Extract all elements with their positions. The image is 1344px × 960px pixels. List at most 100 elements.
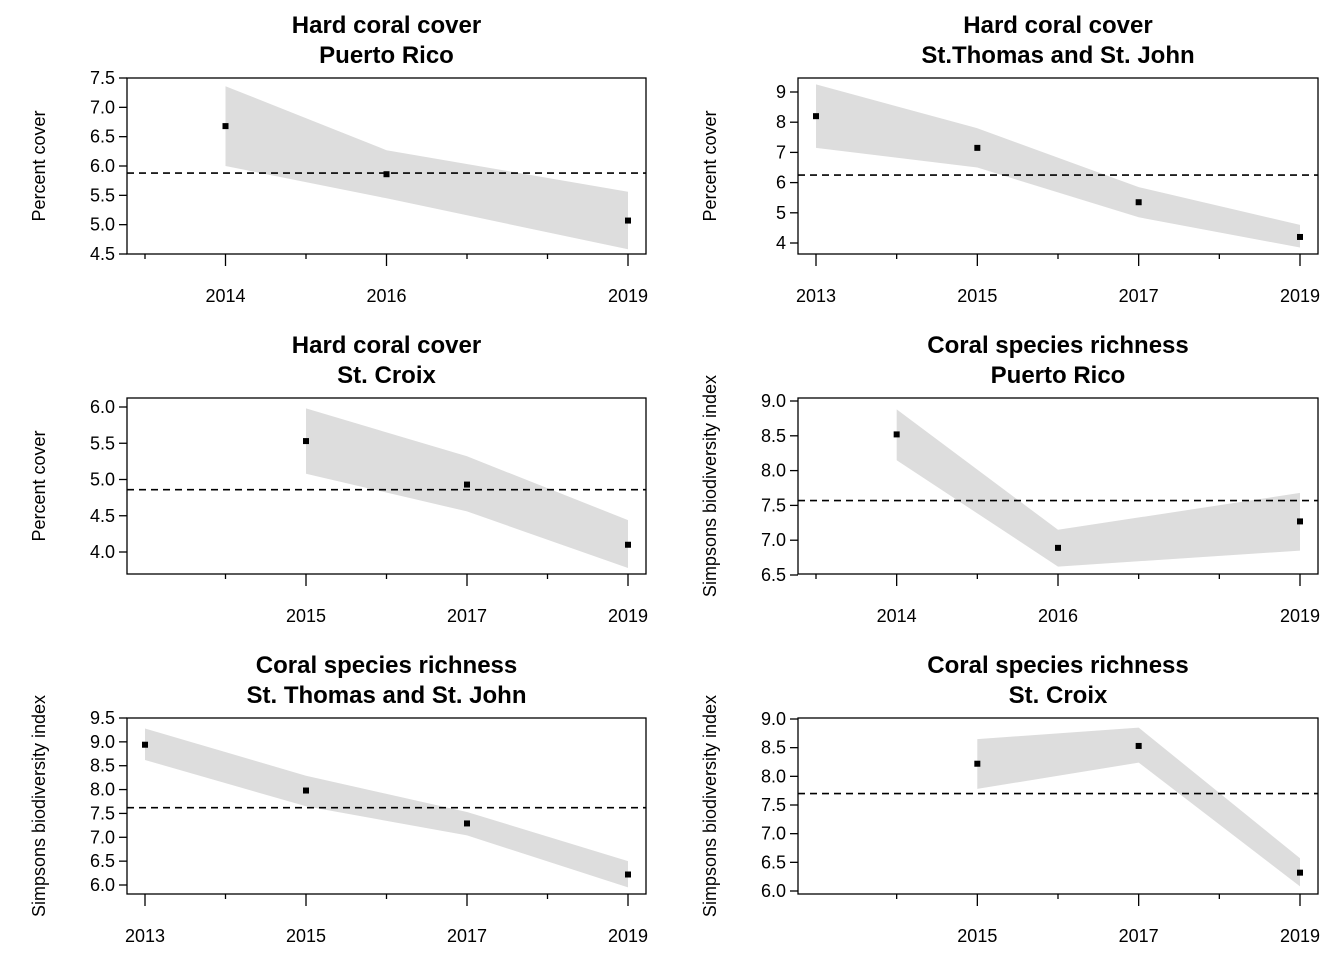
x-tick-label: 2019 xyxy=(608,606,648,626)
x-tick-label: 2019 xyxy=(1280,286,1320,306)
data-point xyxy=(303,787,309,794)
y-tick-label: 7.5 xyxy=(761,795,786,815)
panel-6: Coral species richness St. Croix 6.0 6.5 7.0… xyxy=(700,652,1320,946)
confidence-band xyxy=(816,84,1300,248)
y-axis-label: Percent cover xyxy=(29,430,49,541)
data-point xyxy=(893,431,900,438)
y-tick-label: 9.0 xyxy=(761,391,786,411)
y-axis-label: Percent cover xyxy=(700,110,720,221)
x-tick-label: 2019 xyxy=(1280,606,1320,626)
y-axis-label: Simpsons biodiversity index xyxy=(700,695,720,917)
x-tick-label: 2016 xyxy=(1038,606,1078,626)
y-axis-label: Simpsons biodiversity index xyxy=(700,375,720,597)
y-tick-label: 6.5 xyxy=(90,851,115,871)
y-tick-label: 8.5 xyxy=(761,426,786,446)
panel-1: Hard coral cover Puerto Rico 4.5 5.0 5.5 6.0 6… xyxy=(29,12,648,306)
data-point xyxy=(1297,869,1303,876)
data-point xyxy=(813,113,819,120)
y-tick-label: 4.5 xyxy=(90,244,115,264)
data-point xyxy=(464,481,470,488)
data-point xyxy=(974,144,981,151)
panel-title-line: Coral species richness xyxy=(927,652,1188,679)
y-tick-label: 8.0 xyxy=(761,461,786,481)
y-tick-label: 9.5 xyxy=(90,708,115,728)
y-tick-label: 5.0 xyxy=(90,215,115,235)
x-tick-label: 2017 xyxy=(447,926,487,946)
y-tick-label: 6.5 xyxy=(761,852,786,872)
x-tick-label: 2014 xyxy=(205,286,245,306)
y-tick-label: 6 xyxy=(776,173,786,193)
data-point xyxy=(625,871,631,878)
y-tick-label: 6.0 xyxy=(90,397,115,417)
x-tick-label: 2017 xyxy=(1119,286,1159,306)
panel-title-line: Hard coral cover xyxy=(292,332,481,359)
y-tick-label: 9.0 xyxy=(761,709,786,729)
y-tick-label: 7.0 xyxy=(90,827,115,847)
confidence-band xyxy=(145,728,628,888)
y-tick-label: 5.0 xyxy=(90,470,115,490)
x-tick-label: 2017 xyxy=(447,606,487,626)
data-point xyxy=(974,760,981,767)
panel-title-line: Coral species richness xyxy=(256,652,517,679)
y-tick-label: 4.0 xyxy=(90,542,115,562)
panel-title-line: St. Croix xyxy=(1009,682,1108,709)
confidence-band xyxy=(306,408,628,568)
confidence-band xyxy=(225,86,628,250)
data-point xyxy=(1135,199,1142,206)
panel-title-line: Hard coral cover xyxy=(963,12,1152,39)
data-point xyxy=(1135,742,1142,749)
y-axis-label: Simpsons biodiversity index xyxy=(29,695,49,917)
x-tick-label: 2015 xyxy=(957,286,997,306)
y-tick-label: 8.5 xyxy=(761,738,786,758)
x-tick-label: 2015 xyxy=(286,926,326,946)
x-tick-label: 2014 xyxy=(877,606,917,626)
panel-2: Hard coral cover St.Thomas and St. John 4 5… xyxy=(700,12,1320,306)
y-tick-label: 9 xyxy=(776,82,786,102)
data-point xyxy=(222,123,229,130)
data-point xyxy=(142,741,148,748)
data-point xyxy=(1297,518,1303,525)
y-tick-label: 6.0 xyxy=(90,156,115,176)
x-tick-label: 2013 xyxy=(796,286,836,306)
y-tick-label: 7.5 xyxy=(90,803,115,823)
y-tick-label: 7.0 xyxy=(761,530,786,550)
y-tick-label: 7.5 xyxy=(90,68,115,88)
y-tick-label: 6.0 xyxy=(90,875,115,895)
panel-title-line: St. Croix xyxy=(337,362,436,389)
data-point xyxy=(625,541,631,548)
y-tick-label: 7.0 xyxy=(90,97,115,117)
y-tick-label: 8.0 xyxy=(90,780,115,800)
y-tick-label: 6.5 xyxy=(761,565,786,585)
x-tick-label: 2017 xyxy=(1119,926,1159,946)
data-point xyxy=(625,217,631,224)
y-tick-label: 5.5 xyxy=(90,433,115,453)
y-tick-label: 8 xyxy=(776,112,786,132)
y-tick-label: 6.0 xyxy=(761,881,786,901)
panel-4: Coral species richness Puerto Rico 6.5 7.0 7… xyxy=(700,332,1320,626)
panel-title-line: Coral species richness xyxy=(927,332,1188,359)
y-tick-label: 5.5 xyxy=(90,185,115,205)
panel-3: Hard coral cover St. Croix 4.0 4.5 5.0 5.5 6.0… xyxy=(29,332,648,626)
y-tick-label: 9.0 xyxy=(90,732,115,752)
y-tick-label: 7 xyxy=(776,142,786,162)
panel-title-line: St. Thomas and St. John xyxy=(246,682,526,709)
panel-5: Coral species richness St. Thomas and St.… xyxy=(29,652,648,946)
x-tick-label: 2015 xyxy=(957,926,997,946)
x-tick-label: 2019 xyxy=(608,286,648,306)
y-axis-label: Percent cover xyxy=(29,110,49,221)
y-tick-label: 4.5 xyxy=(90,506,115,526)
y-tick-label: 7.0 xyxy=(761,824,786,844)
panel-title-line: Puerto Rico xyxy=(991,362,1126,389)
data-point xyxy=(1055,544,1061,551)
y-tick-label: 4 xyxy=(776,233,786,253)
x-tick-label: 2015 xyxy=(286,606,326,626)
x-tick-label: 2019 xyxy=(1280,926,1320,946)
y-tick-label: 7.5 xyxy=(761,495,786,515)
x-tick-label: 2016 xyxy=(366,286,406,306)
data-point xyxy=(464,820,470,827)
x-tick-label: 2013 xyxy=(125,926,165,946)
data-point xyxy=(1297,233,1303,240)
y-tick-label: 6.5 xyxy=(90,127,115,147)
y-tick-label: 8.0 xyxy=(761,766,786,786)
